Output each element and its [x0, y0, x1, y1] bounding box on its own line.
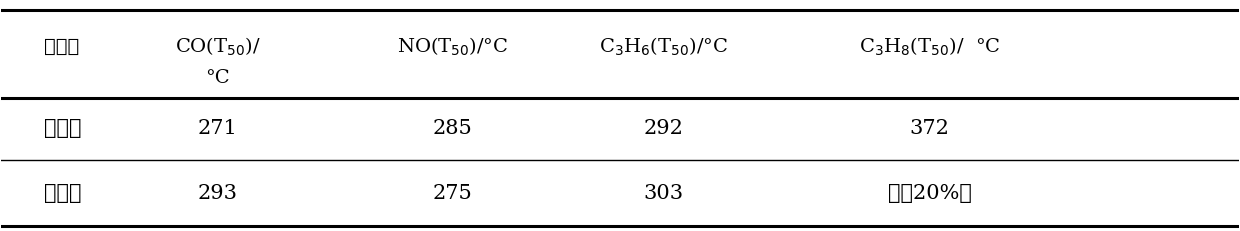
Text: NO(T$_{50}$)/°C: NO(T$_{50}$)/°C: [397, 36, 508, 58]
Text: 285: 285: [433, 119, 472, 138]
Text: C$_{3}$H$_{8}$(T$_{50}$)/  °C: C$_{3}$H$_{8}$(T$_{50}$)/ °C: [859, 36, 1001, 58]
Text: 275: 275: [433, 184, 472, 203]
Text: 无（20%）: 无（20%）: [888, 184, 972, 203]
Text: 303: 303: [644, 184, 683, 203]
Text: 293: 293: [197, 184, 237, 203]
Text: C$_{3}$H$_{6}$(T$_{50}$)/°C: C$_{3}$H$_{6}$(T$_{50}$)/°C: [599, 36, 728, 58]
Text: °C: °C: [205, 69, 229, 87]
Text: 实例一: 实例一: [45, 119, 82, 138]
Text: 催化剂: 催化剂: [45, 38, 79, 56]
Text: 372: 372: [910, 119, 950, 138]
Text: CO(T$_{50}$)/: CO(T$_{50}$)/: [175, 36, 260, 58]
Text: 对比例: 对比例: [45, 184, 82, 203]
Text: 292: 292: [644, 119, 683, 138]
Text: 271: 271: [197, 119, 237, 138]
